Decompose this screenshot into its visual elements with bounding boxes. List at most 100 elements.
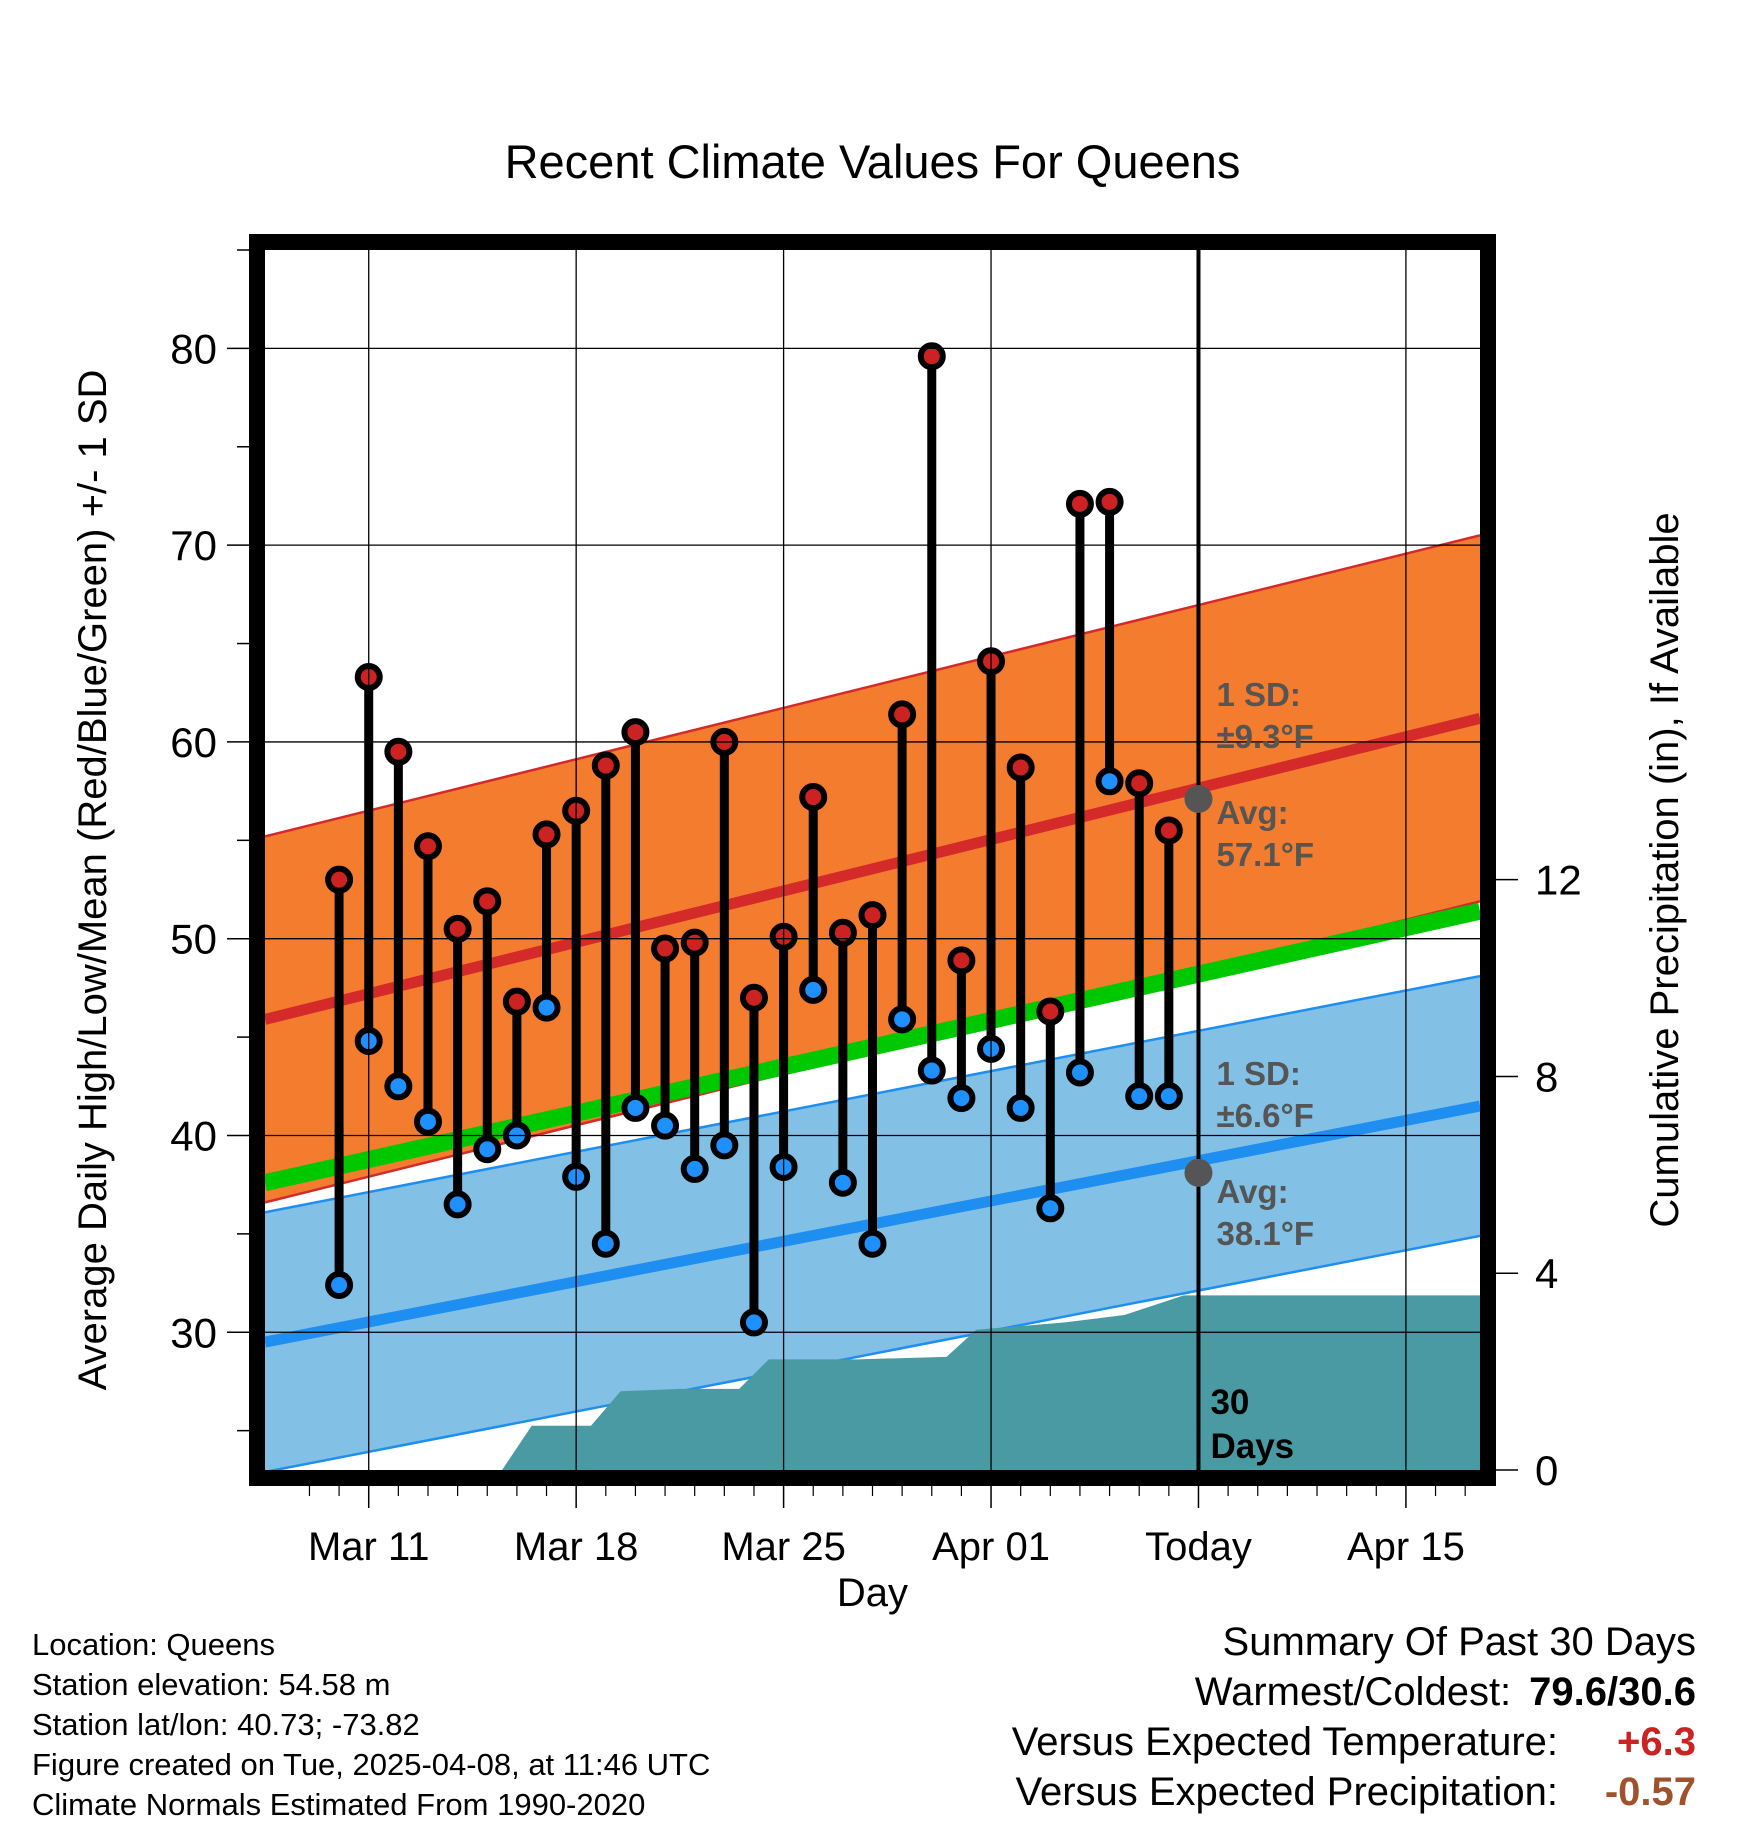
high-marker (443, 914, 472, 943)
summary-panel: Summary Of Past 30 Days Warmest/Coldest:… (1012, 1617, 1696, 1817)
low-marker (1154, 1082, 1183, 1111)
chart-title: Recent Climate Values For Queens (505, 135, 1241, 188)
y2-axis-label: Cumulative Precipitation (in), If Availa… (1643, 512, 1687, 1227)
low-marker (858, 1229, 887, 1258)
low-marker (532, 993, 561, 1022)
high-sd-annotation-line-1: ±9.3°F (1216, 718, 1313, 755)
latlon-text: Station lat/lon: 40.73; -73.82 (32, 1707, 420, 1742)
high-marker (1125, 769, 1154, 798)
y2-tick-label-12: 12 (1535, 857, 1582, 904)
x-axis-label: Day (837, 1571, 908, 1615)
high-marker (1006, 753, 1035, 782)
high-normal-line (265, 712, 1480, 1025)
summary-title: Summary Of Past 30 Days (1222, 1620, 1696, 1664)
low-sd-annotation-line-0: 1 SD: (1216, 1055, 1300, 1092)
warmest-value: 79.6/30.6 (1529, 1670, 1696, 1714)
today-low-avg-marker (1184, 1158, 1213, 1187)
today-high-avg-marker (1184, 785, 1213, 813)
x-tick-label: Apr 01 (932, 1525, 1050, 1569)
precip-label: Versus Expected Precipitation: (1015, 1770, 1558, 1814)
low-marker (473, 1135, 502, 1164)
high-marker (413, 832, 442, 861)
x-tick-label: Mar 25 (721, 1525, 846, 1569)
high-sd-band-upper-edge (265, 534, 1480, 838)
high-marker (502, 987, 531, 1016)
low-marker (1036, 1194, 1065, 1223)
window-label-line-0: 30 (1210, 1383, 1249, 1422)
low-marker (1065, 1058, 1094, 1087)
high-marker (651, 934, 680, 963)
precip-value: -0.57 (1604, 1770, 1696, 1814)
y-tick-label-40: 40 (170, 1112, 217, 1159)
low-marker (443, 1190, 472, 1219)
high-marker (858, 901, 887, 930)
high-marker (917, 342, 946, 371)
low-avg-annotation-line-1: 38.1°F (1216, 1215, 1314, 1252)
high-marker (473, 887, 502, 916)
high-avg-annotation-line-0: Avg: (1216, 794, 1288, 831)
low-marker (1006, 1093, 1035, 1122)
temp-value: +6.3 (1617, 1720, 1696, 1764)
temp-label: Versus Expected Temperature: (1011, 1720, 1558, 1764)
low-marker (621, 1093, 650, 1122)
high-marker (532, 820, 561, 849)
high-marker (1154, 816, 1183, 845)
precip-row: Versus Expected Precipitation: -0.57 (1012, 1767, 1696, 1817)
x-tick-label: Apr 15 (1347, 1525, 1465, 1569)
high-marker (947, 946, 976, 975)
low-marker (680, 1154, 709, 1183)
station-info: Location: Queens Station elevation: 54.5… (32, 1625, 710, 1825)
y-tick-label-30: 30 (170, 1309, 217, 1356)
y-axis-label: Average Daily High/Low/Mean (Red/Blue/Gr… (71, 370, 115, 1391)
temp-row: Versus Expected Temperature: +6.3 (1012, 1717, 1696, 1767)
high-marker (799, 783, 828, 812)
location-text: Location: Queens (32, 1627, 276, 1662)
plot-frame (249, 234, 1496, 1486)
x-tick-label: Mar 18 (514, 1525, 639, 1569)
low-marker (828, 1168, 857, 1197)
x-tick-label: Today (1145, 1525, 1252, 1569)
low-marker (651, 1111, 680, 1140)
high-marker (680, 928, 709, 957)
y2-tick-label-8: 8 (1535, 1053, 1558, 1100)
low-sd-annotation-line-1: ±6.6°F (1216, 1097, 1313, 1134)
low-marker (1095, 767, 1124, 796)
elevation-text: Station elevation: 54.58 m (32, 1667, 391, 1702)
plot-area (265, 342, 1480, 1470)
high-marker (828, 918, 857, 947)
high-marker (1036, 997, 1065, 1026)
climate-chart: 1 SD: ±9.3°F Avg: 57.1°F 1 SD: ±6.6°F Avg: 38.1… (71, 135, 1687, 1615)
low-marker (413, 1107, 442, 1136)
warmest-label: Warmest/Coldest: (1194, 1670, 1512, 1714)
high-marker (621, 718, 650, 747)
high-sd-annotation-line-0: 1 SD: (1216, 676, 1300, 713)
y-tick-label-50: 50 (170, 916, 217, 963)
window-label-line-1: Days (1210, 1427, 1294, 1466)
high-marker (739, 983, 768, 1012)
low-marker (888, 1005, 917, 1034)
warmest-row: Warmest/Coldest: 79.6/30.6 (1012, 1667, 1696, 1717)
low-marker (799, 975, 828, 1004)
high-marker (591, 751, 620, 780)
low-marker (591, 1229, 620, 1258)
low-marker (384, 1072, 413, 1101)
normals-text: Climate Normals Estimated From 1990-2020 (32, 1787, 646, 1822)
high-marker (1065, 489, 1094, 518)
low-marker (917, 1056, 946, 1085)
created-text: Figure created on Tue, 2025-04-08, at 11… (32, 1747, 711, 1782)
low-marker (947, 1084, 976, 1113)
low-avg-annotation-line-0: Avg: (1216, 1173, 1288, 1210)
y2-tick-label-0: 0 (1535, 1447, 1558, 1494)
low-marker (739, 1308, 768, 1337)
high-avg-annotation-line-1: 57.1°F (1216, 836, 1314, 873)
high-marker (888, 700, 917, 729)
high-marker (1095, 487, 1124, 516)
low-sd-band-lower-edge (268, 1234, 1480, 1470)
high-marker (325, 865, 354, 894)
y-tick-label-80: 80 (170, 325, 217, 372)
y-tick-label-70: 70 (170, 522, 217, 569)
low-marker (710, 1131, 739, 1160)
y-tick-label-60: 60 (170, 719, 217, 766)
low-marker (1125, 1082, 1154, 1111)
x-tick-label: Mar 11 (308, 1525, 430, 1569)
